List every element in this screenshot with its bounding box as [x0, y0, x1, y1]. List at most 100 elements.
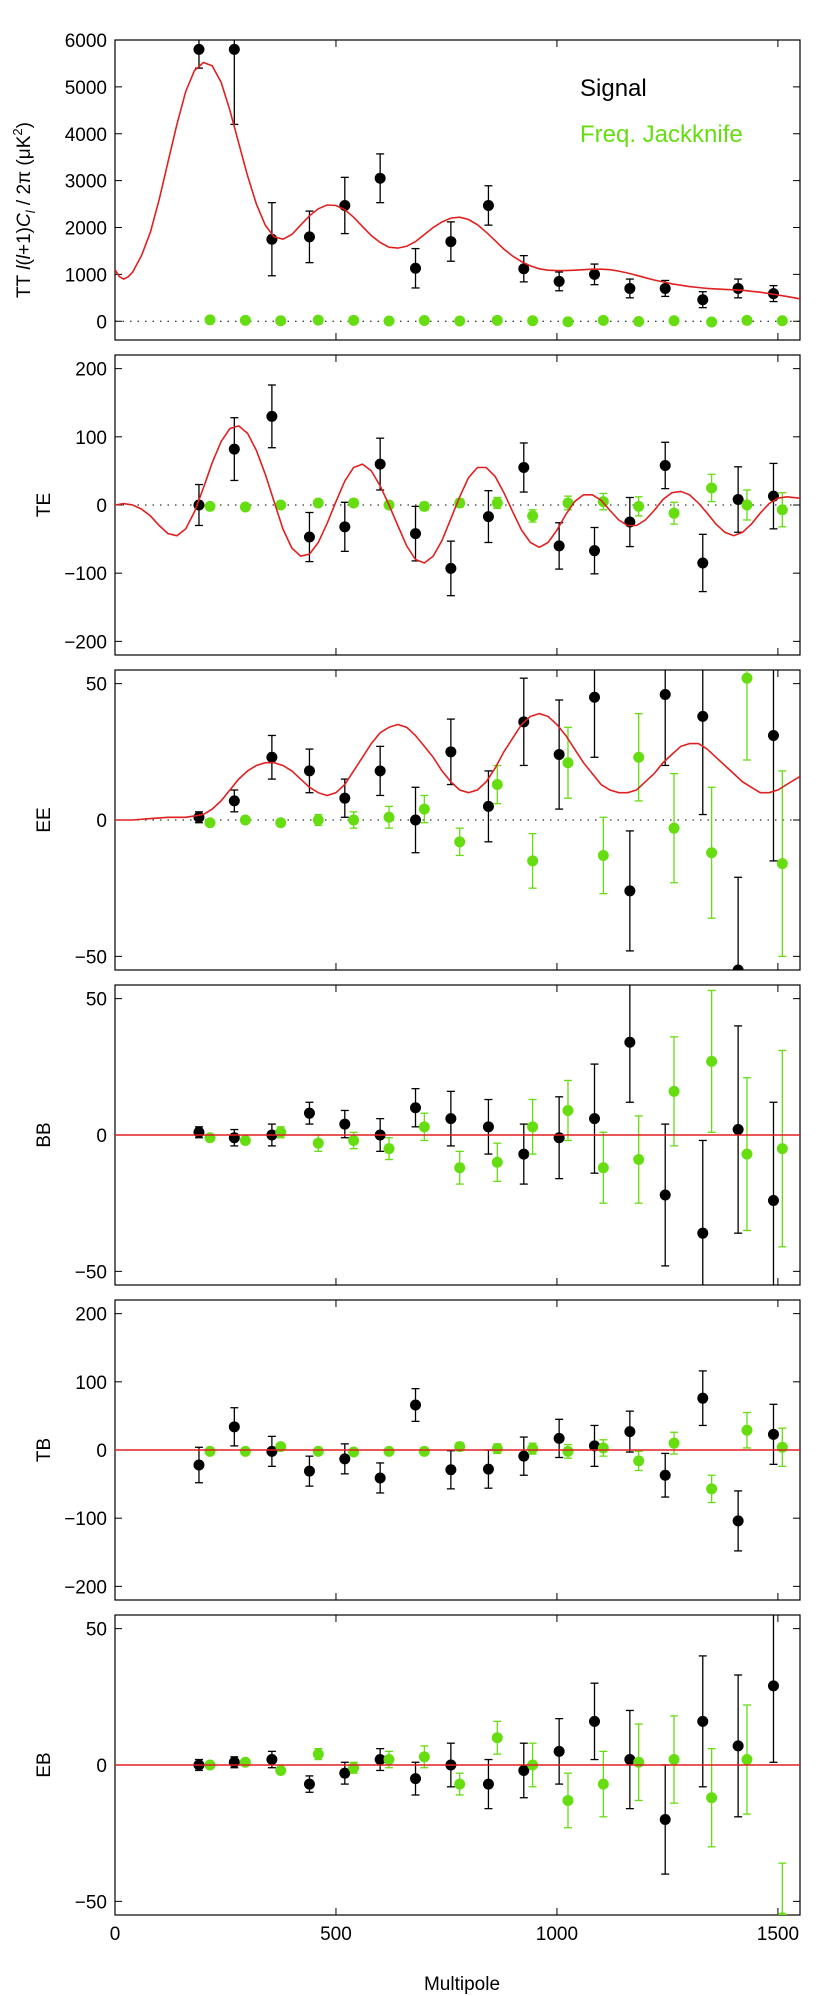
jackknife-point [204, 1445, 216, 1457]
jackknife-point [706, 482, 718, 494]
signal-point [410, 262, 422, 274]
signal-point [553, 540, 565, 552]
jackknife-point [527, 1121, 539, 1133]
signal-point [697, 1392, 709, 1404]
panel-te: −200 −100 0 100 200 TE [34, 354, 801, 656]
y-tick-label: 4000 [65, 125, 107, 146]
signal-point [553, 1432, 565, 1444]
signal-point [228, 1132, 240, 1144]
y-axis-label: EE [34, 807, 55, 832]
jackknife-point [383, 1445, 395, 1457]
jackknife-point [239, 1445, 251, 1457]
signal-point [410, 1399, 422, 1411]
jackknife-point [491, 779, 503, 791]
jackknife-point [633, 751, 645, 763]
y-tick-label: 0 [96, 811, 107, 832]
signal-point [374, 172, 386, 184]
panel-ee: −50 0 50 EE [34, 669, 801, 971]
y-axis-label: BB [34, 1122, 55, 1147]
jackknife-point [418, 1751, 430, 1763]
signal-point [659, 459, 671, 471]
jackknife-point [348, 1446, 360, 1458]
signal-point [659, 689, 671, 701]
plot-frame [114, 39, 801, 341]
jackknife-point [348, 1134, 360, 1146]
x-axis-label: Multipole [424, 1974, 500, 1995]
jackknife-point [741, 499, 753, 511]
signal-point [589, 691, 600, 703]
jackknife-point [239, 1134, 251, 1146]
jackknife-point [348, 814, 360, 826]
y-tick-label: 100 [75, 1373, 107, 1394]
signal-point [228, 1756, 240, 1768]
signal-point [266, 1445, 278, 1457]
jackknife-point [204, 500, 216, 512]
signal-point [193, 811, 205, 823]
x-tick-label: 1500 [757, 1924, 799, 1945]
signal-point [518, 1450, 530, 1462]
y-tick-label: 3000 [65, 172, 107, 193]
signal-point [732, 282, 744, 294]
jackknife-point [562, 757, 574, 769]
signal-point [410, 1773, 422, 1785]
signal-point [518, 263, 530, 275]
y-axis-label: TE [34, 493, 55, 517]
signal-point [445, 236, 457, 248]
signal-point [659, 1469, 671, 1481]
jackknife-point [597, 849, 609, 861]
signal-point [589, 1715, 600, 1727]
signal-point [266, 751, 278, 763]
jackknife-point [668, 507, 680, 519]
jackknife-point [491, 1156, 503, 1168]
jackknife-point [312, 814, 324, 826]
jackknife-point [527, 1443, 539, 1455]
y-tick-label: −100 [64, 564, 107, 585]
jackknife-point [491, 1732, 503, 1744]
jackknife-point [454, 1778, 466, 1790]
jackknife-point [706, 1483, 718, 1495]
model-curve [115, 425, 800, 564]
signal-point [659, 1814, 671, 1826]
jackknife-point [668, 1754, 680, 1766]
jackknife-point [562, 316, 574, 328]
signal-point [697, 294, 709, 306]
signal-point [732, 494, 744, 506]
jackknife-point [562, 1794, 574, 1806]
jackknife-point [527, 510, 539, 522]
signal-point [266, 410, 278, 422]
signal-point [732, 1124, 744, 1136]
jackknife-point [275, 499, 287, 511]
signal-point [553, 749, 565, 761]
jackknife-point [741, 314, 753, 326]
jackknife-point [776, 858, 788, 870]
y-tick-label: −50 [75, 1262, 107, 1283]
signal-point [732, 1515, 744, 1527]
signal-point [732, 964, 744, 970]
jackknife-point [706, 316, 718, 328]
signal-point [410, 528, 422, 540]
signal-point [767, 1428, 779, 1440]
y-tick-label: 200 [75, 1305, 107, 1326]
jackknife-point [633, 315, 645, 327]
y-tick-label: 1000 [65, 265, 107, 286]
jackknife-point [312, 1445, 324, 1457]
signal-point [697, 1715, 709, 1727]
signal-point [193, 43, 205, 55]
signal-point [589, 1440, 600, 1452]
jackknife-point [562, 497, 574, 509]
signal-point [518, 462, 530, 473]
jackknife-point [418, 1121, 430, 1133]
jackknife-point [275, 1764, 287, 1776]
jackknife-point [491, 1443, 503, 1455]
jackknife-point [562, 1445, 574, 1457]
y-tick-label: 0 [96, 1441, 107, 1462]
jackknife-point [239, 314, 251, 326]
jackknife-point [633, 500, 645, 512]
signal-point [193, 1126, 205, 1138]
jackknife-point [312, 1748, 324, 1760]
signal-point [482, 511, 494, 523]
signal-point [303, 1778, 315, 1790]
jackknife-point [204, 314, 216, 326]
signal-point [445, 1464, 457, 1476]
y-tick-label: −100 [64, 1509, 107, 1530]
